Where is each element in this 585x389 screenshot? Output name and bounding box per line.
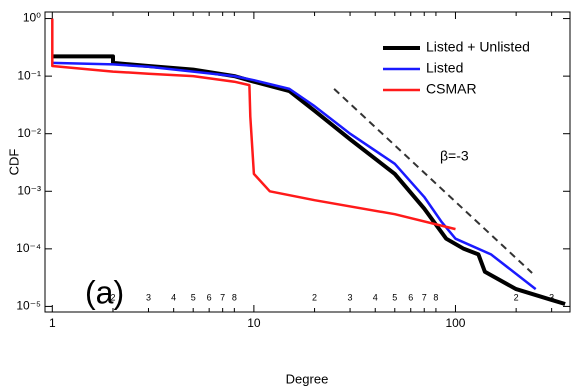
x-tick-label: 4 <box>171 292 176 302</box>
x-tick-label: 1 <box>49 316 56 330</box>
x-tick-label: 3 <box>348 292 353 302</box>
x-tick-label: 3 <box>549 292 554 302</box>
x-axis-label: Degree <box>286 371 329 386</box>
x-tick-label: 3 <box>146 292 151 302</box>
plot-frame <box>44 11 571 313</box>
guide-line <box>333 88 533 274</box>
series-line <box>52 61 537 291</box>
x-tick-label: 6 <box>408 292 413 302</box>
x-tick-label: 8 <box>433 292 438 302</box>
y-tick-label: 10⁻³ <box>17 183 41 197</box>
legend-label: Listed + Unlisted <box>426 39 530 55</box>
guide-label: β=-3 <box>440 148 469 164</box>
x-tick-label: 8 <box>232 292 237 302</box>
x-tick-label: 100 <box>445 316 465 330</box>
panel-label: (a) <box>85 274 124 310</box>
legend-label: CSMAR <box>426 81 477 97</box>
y-axis-label: CDF <box>6 149 21 176</box>
y-tick-label: 10⁻⁴ <box>16 241 41 255</box>
x-tick-label: 5 <box>392 292 397 302</box>
x-tick-label: 5 <box>191 292 196 302</box>
y-tick-label: 10⁻² <box>17 126 41 140</box>
y-tick-label: 10⁻⁵ <box>16 299 41 313</box>
y-tick-label: 10⁰ <box>23 11 41 25</box>
x-tick-label: 4 <box>373 292 378 302</box>
series-line <box>52 54 566 306</box>
x-tick-label: 7 <box>220 292 225 302</box>
x-tick-label: 2 <box>514 292 519 302</box>
x-tick-label: 6 <box>207 292 212 302</box>
series-line <box>51 18 456 231</box>
x-tick-label: 10 <box>247 316 261 330</box>
x-tick-label: 7 <box>422 292 427 302</box>
x-tick-label: 2 <box>312 292 317 302</box>
x-tick-label: 2 <box>110 292 115 302</box>
legend-label: Listed <box>426 60 463 76</box>
y-tick-label: 10⁻¹ <box>17 68 41 82</box>
